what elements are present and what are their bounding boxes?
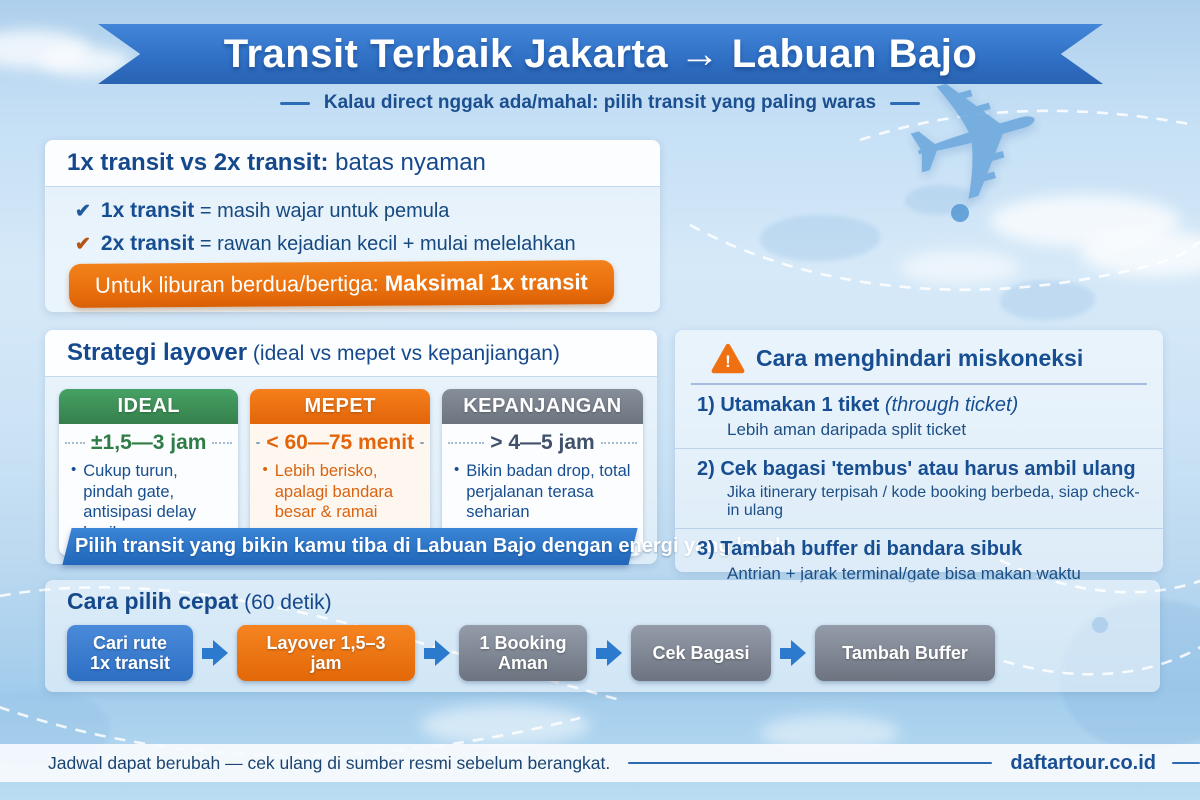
bullet-dot-icon: • bbox=[71, 461, 77, 478]
footer-bar: Jadwal dapat berubah — cek ulang di sumb… bbox=[0, 744, 1200, 782]
section-layover-title-strong: Strategi layover bbox=[67, 339, 248, 366]
section-layover-strategy: Strategi layover (ideal vs mepet vs kepa… bbox=[45, 330, 792, 565]
item-subtext: Antrian + jarak terminal/gate bisa makan… bbox=[727, 564, 1081, 583]
card-time-ideal: ±1,5—3 jam bbox=[59, 424, 238, 457]
svg-text:!: ! bbox=[725, 352, 731, 371]
check-icon: ✔ bbox=[75, 201, 91, 222]
bullet-1x-transit: ✔ 1x transit = masih wajar untuk pemula bbox=[75, 199, 636, 223]
item-heading-italic: (through ticket) bbox=[879, 394, 1019, 416]
transit-bullet-list: ✔ 1x transit = masih wajar untuk pemula … bbox=[45, 187, 660, 256]
section-quick-pick: Cara pilih cepat (60 detik) Cari rute 1x… bbox=[45, 580, 1160, 692]
card-desc-kepanjangan: • Bikin badan drop, total perjalanan ter… bbox=[453, 461, 631, 522]
card-desc-mepet: • Lebih berisko, apalagi bandara besar &… bbox=[262, 461, 394, 522]
item-number: 1) bbox=[697, 394, 715, 416]
section-transit-comparison: 1x transit vs 2x transit: batas nyaman ✔… bbox=[45, 140, 660, 312]
card-header-ideal: IDEAL bbox=[59, 389, 239, 424]
arrow-right-icon bbox=[596, 640, 622, 666]
island-silhouette bbox=[760, 215, 880, 261]
layover-advice-banner: Pilih transit yang bikin kamu tiba di La… bbox=[62, 528, 792, 565]
item-subtext: Jika itinerary terpisah / kode booking b… bbox=[727, 484, 1140, 519]
quick-pick-title-strong: Cara pilih cepat bbox=[67, 588, 239, 614]
section-transit-title-strong: 1x transit vs 2x transit: bbox=[67, 149, 329, 176]
section-layover-title-rest: (ideal vs mepet vs kepanjiangan) bbox=[247, 342, 560, 365]
layover-cards-row: IDEAL ±1,5—3 jam • Cukup turun, pindah g… bbox=[45, 377, 657, 556]
misconnection-item-3: 3) Tambah buffer di bandara sibuk Antria… bbox=[675, 528, 1163, 592]
page-subtitle: Kalau direct nggak ada/mahal: pilih tran… bbox=[323, 92, 877, 113]
page-title: Transit Terbaik Jakarta → Labuan Bajo bbox=[223, 31, 978, 76]
card-time-mepet: < 60—75 menit bbox=[250, 424, 429, 457]
quick-pick-flow: Cari rute 1x transit Layover 1,5–3 jam 1… bbox=[45, 617, 1160, 681]
misconnection-header: ! Cara menghindari miskoneksi bbox=[691, 330, 1147, 385]
bullet-dot-icon: • bbox=[262, 461, 268, 478]
arrow-right-icon bbox=[202, 640, 228, 666]
item-heading: Tambah buffer di bandara sibuk bbox=[720, 538, 1023, 560]
max-transit-badge: Untuk liburan berdua/bertiga: Maksimal 1… bbox=[68, 260, 614, 308]
item-number: 3) bbox=[697, 538, 715, 560]
footer-note: Jadwal dapat berubah — cek ulang di sumb… bbox=[48, 752, 611, 773]
flow-step-tambah-buffer: Tambah Buffer bbox=[815, 625, 995, 681]
misconnection-item-2: 2) Cek bagasi 'tembus' atau harus ambil … bbox=[675, 448, 1163, 528]
layover-card-kepanjangan: KEPANJANGAN > 4—5 jam • Bikin badan drop… bbox=[441, 389, 643, 556]
footer-divider-line bbox=[628, 762, 993, 764]
flow-step-cari-rute: Cari rute 1x transit bbox=[67, 625, 193, 681]
cloud-shape bbox=[40, 48, 130, 76]
item-heading: Utamakan 1 tiket bbox=[720, 394, 880, 416]
bullet-text: = masih wajar untuk pemula bbox=[194, 200, 450, 222]
misconnection-item-1: 1) Utamakan 1 tiket (through ticket) Leb… bbox=[675, 385, 1163, 448]
card-desc-ideal: • Cukup turun, pindah gate, antisipasi d… bbox=[59, 457, 238, 556]
title-ribbon: Transit Terbaik Jakarta → Labuan Bajo bbox=[98, 24, 1103, 84]
cloud-shape bbox=[900, 250, 1020, 284]
item-heading: Cek bagasi 'tembus' atau harus ambil ula… bbox=[720, 458, 1136, 480]
page-subtitle-row: Kalau direct nggak ada/mahal: pilih tran… bbox=[0, 92, 1200, 114]
island-silhouette bbox=[1000, 280, 1095, 320]
flow-step-booking: 1 Booking Aman bbox=[459, 625, 587, 681]
quick-pick-title: Cara pilih cepat (60 detik) bbox=[45, 580, 1160, 617]
arrow-right-icon bbox=[780, 640, 806, 666]
subtitle-dash-left bbox=[279, 101, 310, 105]
subtitle-dash-right bbox=[890, 101, 921, 105]
misconnection-title: Cara menghindari miskoneksi bbox=[756, 345, 1084, 371]
section-layover-title: Strategi layover (ideal vs mepet vs kepa… bbox=[45, 330, 657, 377]
quick-pick-title-rest: (60 detik) bbox=[238, 591, 332, 614]
card-header-mepet: MEPET bbox=[250, 389, 430, 424]
badge-strong-text: Maksimal 1x transit bbox=[384, 269, 588, 296]
bullet-strong: 2x transit bbox=[100, 232, 195, 255]
cloud-shape bbox=[1080, 230, 1200, 276]
section-misconnection: ! Cara menghindari miskoneksi 1) Utamaka… bbox=[675, 330, 1163, 583]
bullet-2x-transit: ✔ 2x transit = rawan kejadian kecil + mu… bbox=[75, 232, 636, 256]
footer-divider-stub bbox=[1172, 762, 1200, 764]
flow-step-layover: Layover 1,5–3 jam bbox=[237, 625, 415, 681]
bullet-dot-icon: • bbox=[453, 461, 460, 478]
bullet-strong: 1x transit bbox=[100, 199, 195, 222]
footer-brand: daftartour.co.id bbox=[1010, 751, 1156, 774]
check-icon: ✔ bbox=[75, 234, 91, 255]
arrow-right-icon bbox=[424, 640, 450, 666]
layover-card-ideal: IDEAL ±1,5—3 jam • Cukup turun, pindah g… bbox=[59, 389, 239, 556]
warning-icon: ! bbox=[711, 343, 745, 374]
section-transit-title: 1x transit vs 2x transit: batas nyaman bbox=[45, 140, 660, 187]
card-time-kepanjangan: > 4—5 jam bbox=[442, 424, 643, 457]
cloud-shape bbox=[420, 705, 590, 745]
card-header-kepanjangan: KEPANJANGAN bbox=[441, 389, 643, 424]
badge-text: Untuk liburan berdua/bertiga: bbox=[94, 270, 385, 298]
item-subtext: Lebih aman daripada split ticket bbox=[727, 420, 967, 439]
item-number: 2) bbox=[697, 458, 715, 480]
bullet-text: = rawan kejadian kecil + mulai melelahka… bbox=[194, 233, 576, 255]
layover-card-mepet: MEPET < 60—75 menit • Lebih berisko, apa… bbox=[250, 389, 430, 556]
section-transit-title-rest: batas nyaman bbox=[328, 149, 486, 176]
layover-advice-text: Pilih transit yang bikin kamu tiba di La… bbox=[75, 535, 792, 557]
flow-step-cek-bagasi: Cek Bagasi bbox=[631, 625, 771, 681]
